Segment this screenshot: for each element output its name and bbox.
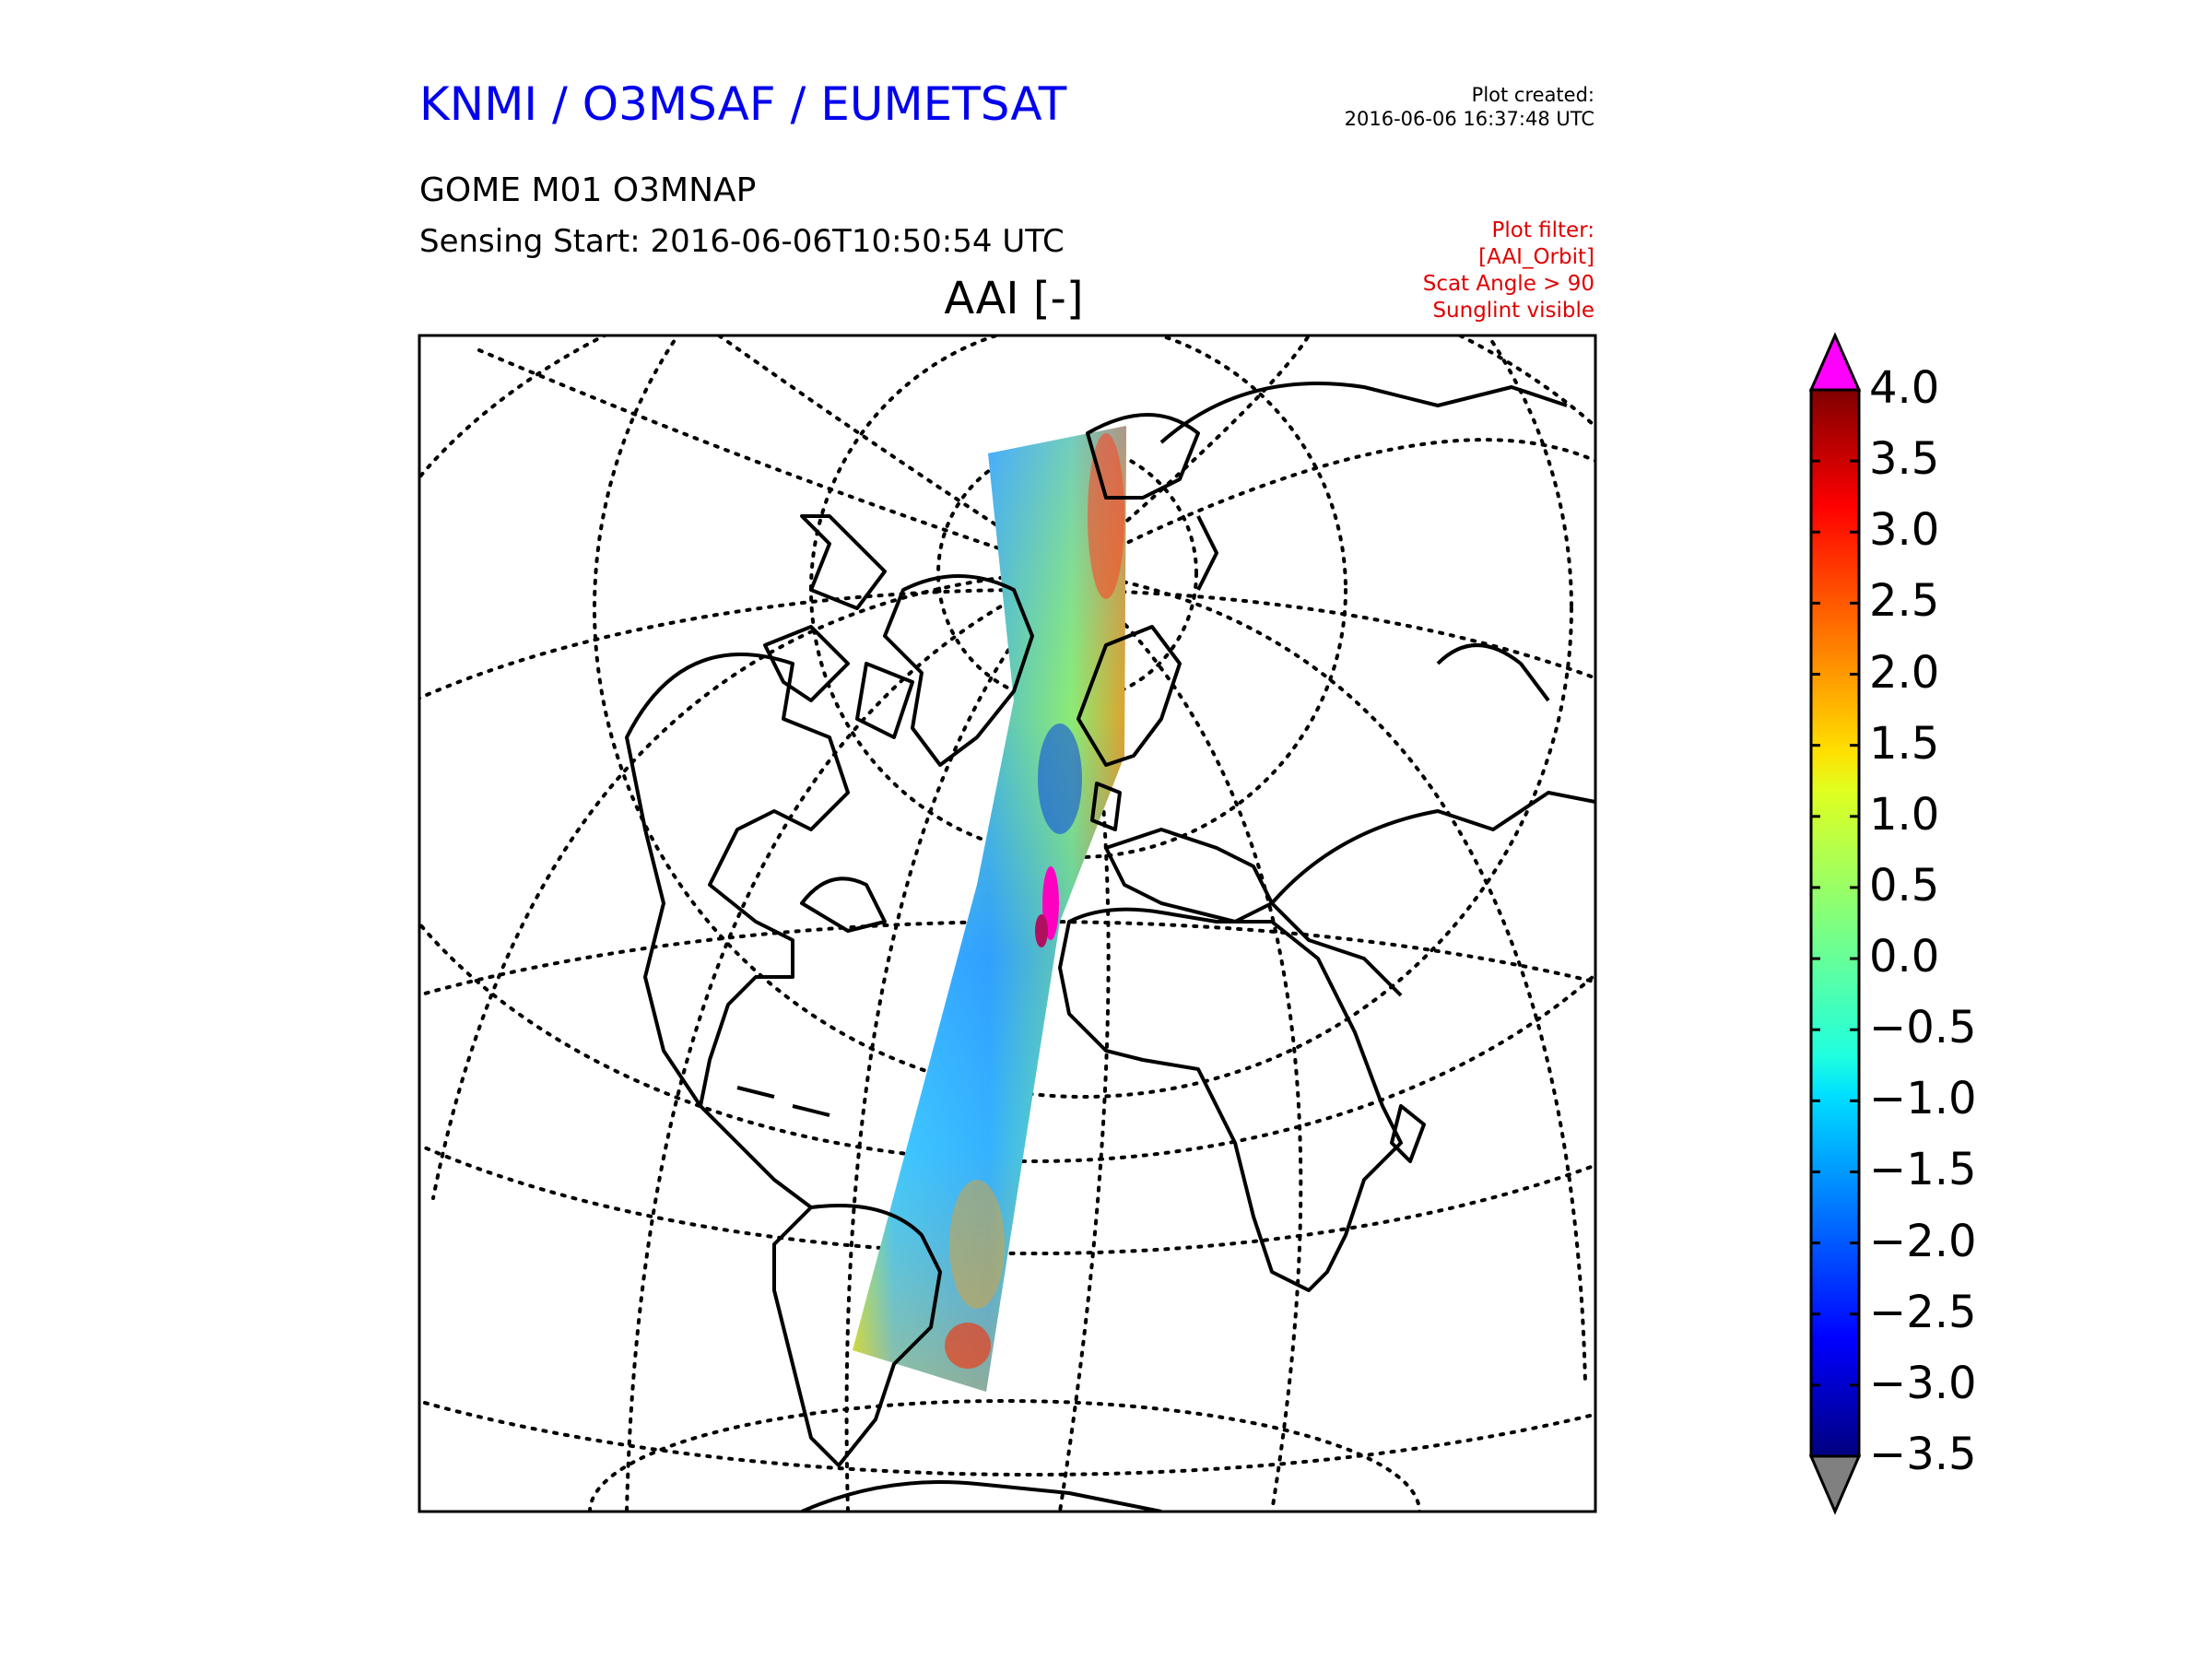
- plot-created: Plot created: 2016-06-06 16:37:48 UTC: [1253, 83, 1594, 131]
- meridian-line: [717, 335, 1071, 573]
- colorbar-tick-label: 1.5: [1869, 717, 1940, 770]
- coast-central-america: [699, 1104, 813, 1209]
- coast-scandinavia: [1077, 625, 1182, 767]
- coast-arctic-islands: [800, 514, 887, 610]
- coast-antarctica: [801, 1480, 1162, 1512]
- coast-north-america: [800, 877, 887, 933]
- coast-south-america: [772, 1204, 942, 1467]
- coast-caribbean: [792, 1104, 830, 1117]
- colorbar-tick-label: 3.0: [1869, 504, 1940, 557]
- coast-british-isles: [1090, 782, 1122, 831]
- meridian-line: [431, 570, 1071, 1200]
- filter-line: [AAI_Orbit]: [1478, 245, 1594, 269]
- meridian-line: [1067, 438, 1595, 573]
- swath-low-aai-patch: [1038, 724, 1082, 834]
- colorbar-tick-label: −3.0: [1869, 1357, 1977, 1409]
- colorbar-tick-label: 0.0: [1869, 931, 1940, 983]
- coastlines: [625, 382, 1595, 1512]
- coast-madagascar: [1390, 1104, 1426, 1163]
- colorbar-tick-label: 1.0: [1869, 788, 1940, 841]
- coast-siberia: [1436, 643, 1550, 702]
- coast-greenland: [883, 574, 1034, 767]
- swath-high-aai-patch: [949, 1180, 1005, 1309]
- plot-filter: Plot filter: [AAI_Orbit] Scat Angle > 90…: [1290, 218, 1594, 324]
- coast-north-america: [625, 653, 850, 1108]
- coast-middle-east: [1270, 901, 1403, 997]
- colorbar-tick-label: −0.5: [1869, 1002, 1977, 1054]
- colorbar-tick-label: −1.0: [1869, 1073, 1977, 1125]
- colorbar-extend-high: [1808, 332, 1862, 392]
- map-frame: [418, 334, 1597, 1513]
- plot-created-label: Plot created:: [1471, 84, 1594, 106]
- filter-line: Scat Angle > 90: [1422, 272, 1594, 296]
- product-name: GOME M01 O3MNAP: [419, 171, 757, 209]
- sensing-start: Sensing Start: 2016-06-06T10:50:54 UTC: [419, 223, 1065, 260]
- colorbar-ticks: [1811, 388, 1859, 1458]
- coast-asia: [1270, 791, 1595, 905]
- colorbar-tick-label: −2.0: [1869, 1215, 1977, 1267]
- colorbar-tick-label: 2.0: [1869, 646, 1940, 699]
- colorbar-tick-label: −3.5: [1869, 1429, 1977, 1480]
- parallel-line: [419, 335, 1595, 1163]
- swath-high-aai-patch: [945, 1323, 991, 1369]
- coast-africa: [1058, 907, 1403, 1292]
- filter-line: Sunglint visible: [1432, 299, 1594, 323]
- parallel-line: [593, 335, 1573, 1099]
- swath-high-aai-patch: [1088, 433, 1124, 599]
- aai-swath: [853, 426, 1126, 1392]
- colorbar-tick-label: 0.5: [1869, 859, 1940, 912]
- plot-created-time: 2016-06-06 16:37:48 UTC: [1344, 108, 1594, 130]
- meridian-line: [1067, 570, 1587, 1384]
- colorbar-tick-label: −2.5: [1869, 1286, 1977, 1338]
- colorbar-tick-label: 4.0: [1869, 362, 1940, 414]
- swath-high-aai-patch: [1035, 914, 1048, 947]
- colorbar-extend-low: [1808, 1454, 1862, 1515]
- coast-arctic-islands: [763, 625, 850, 702]
- meridian-line: [625, 570, 1071, 1512]
- colorbar-tick-label: 2.5: [1869, 575, 1940, 628]
- variable-title: AAI [-]: [944, 273, 1084, 324]
- swath-overlay: [853, 426, 1126, 1392]
- colorbar-body: [1809, 388, 1861, 1458]
- coast-baffin: [855, 662, 914, 739]
- meridian-line: [477, 348, 1071, 573]
- coast-novaya-zemlya: [1196, 515, 1218, 591]
- coast-arctic-russia: [1159, 382, 1568, 444]
- map-area: [419, 335, 1595, 1512]
- colorbar: [1808, 332, 1862, 1515]
- organization-title: KNMI / O3MSAF / EUMETSAT: [419, 77, 1067, 131]
- colorbar-tick-label: −1.5: [1869, 1144, 1977, 1196]
- colorbar-tick-label: 3.5: [1869, 433, 1940, 486]
- meridian-line: [844, 570, 1071, 1512]
- coast-europe: [1104, 828, 1274, 924]
- coast-svalbard: [1086, 413, 1200, 500]
- coast-caribbean: [736, 1086, 775, 1099]
- filter-line: Plot filter:: [1491, 218, 1594, 242]
